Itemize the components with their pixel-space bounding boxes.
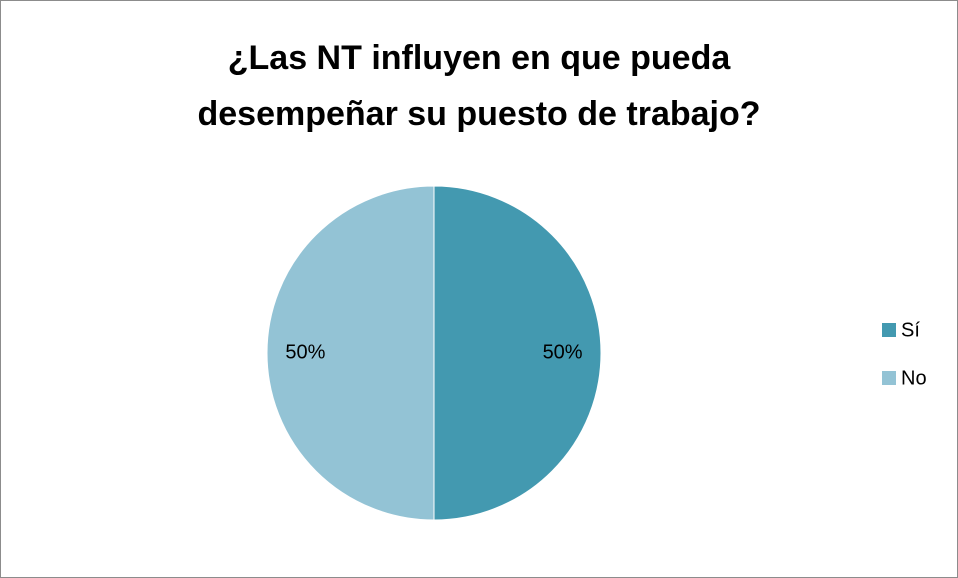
pie-slice [266,185,435,521]
legend-label: No [901,367,927,389]
legend-swatch [882,323,896,337]
chart-title: ¿Las NT influyen en que pueda desempeñar… [197,39,761,133]
data-label: 50% [543,341,583,363]
data-label: 50% [285,341,325,363]
legend-label: Sí [901,319,920,341]
legend-swatch [882,371,896,385]
pie-slice [433,185,602,521]
